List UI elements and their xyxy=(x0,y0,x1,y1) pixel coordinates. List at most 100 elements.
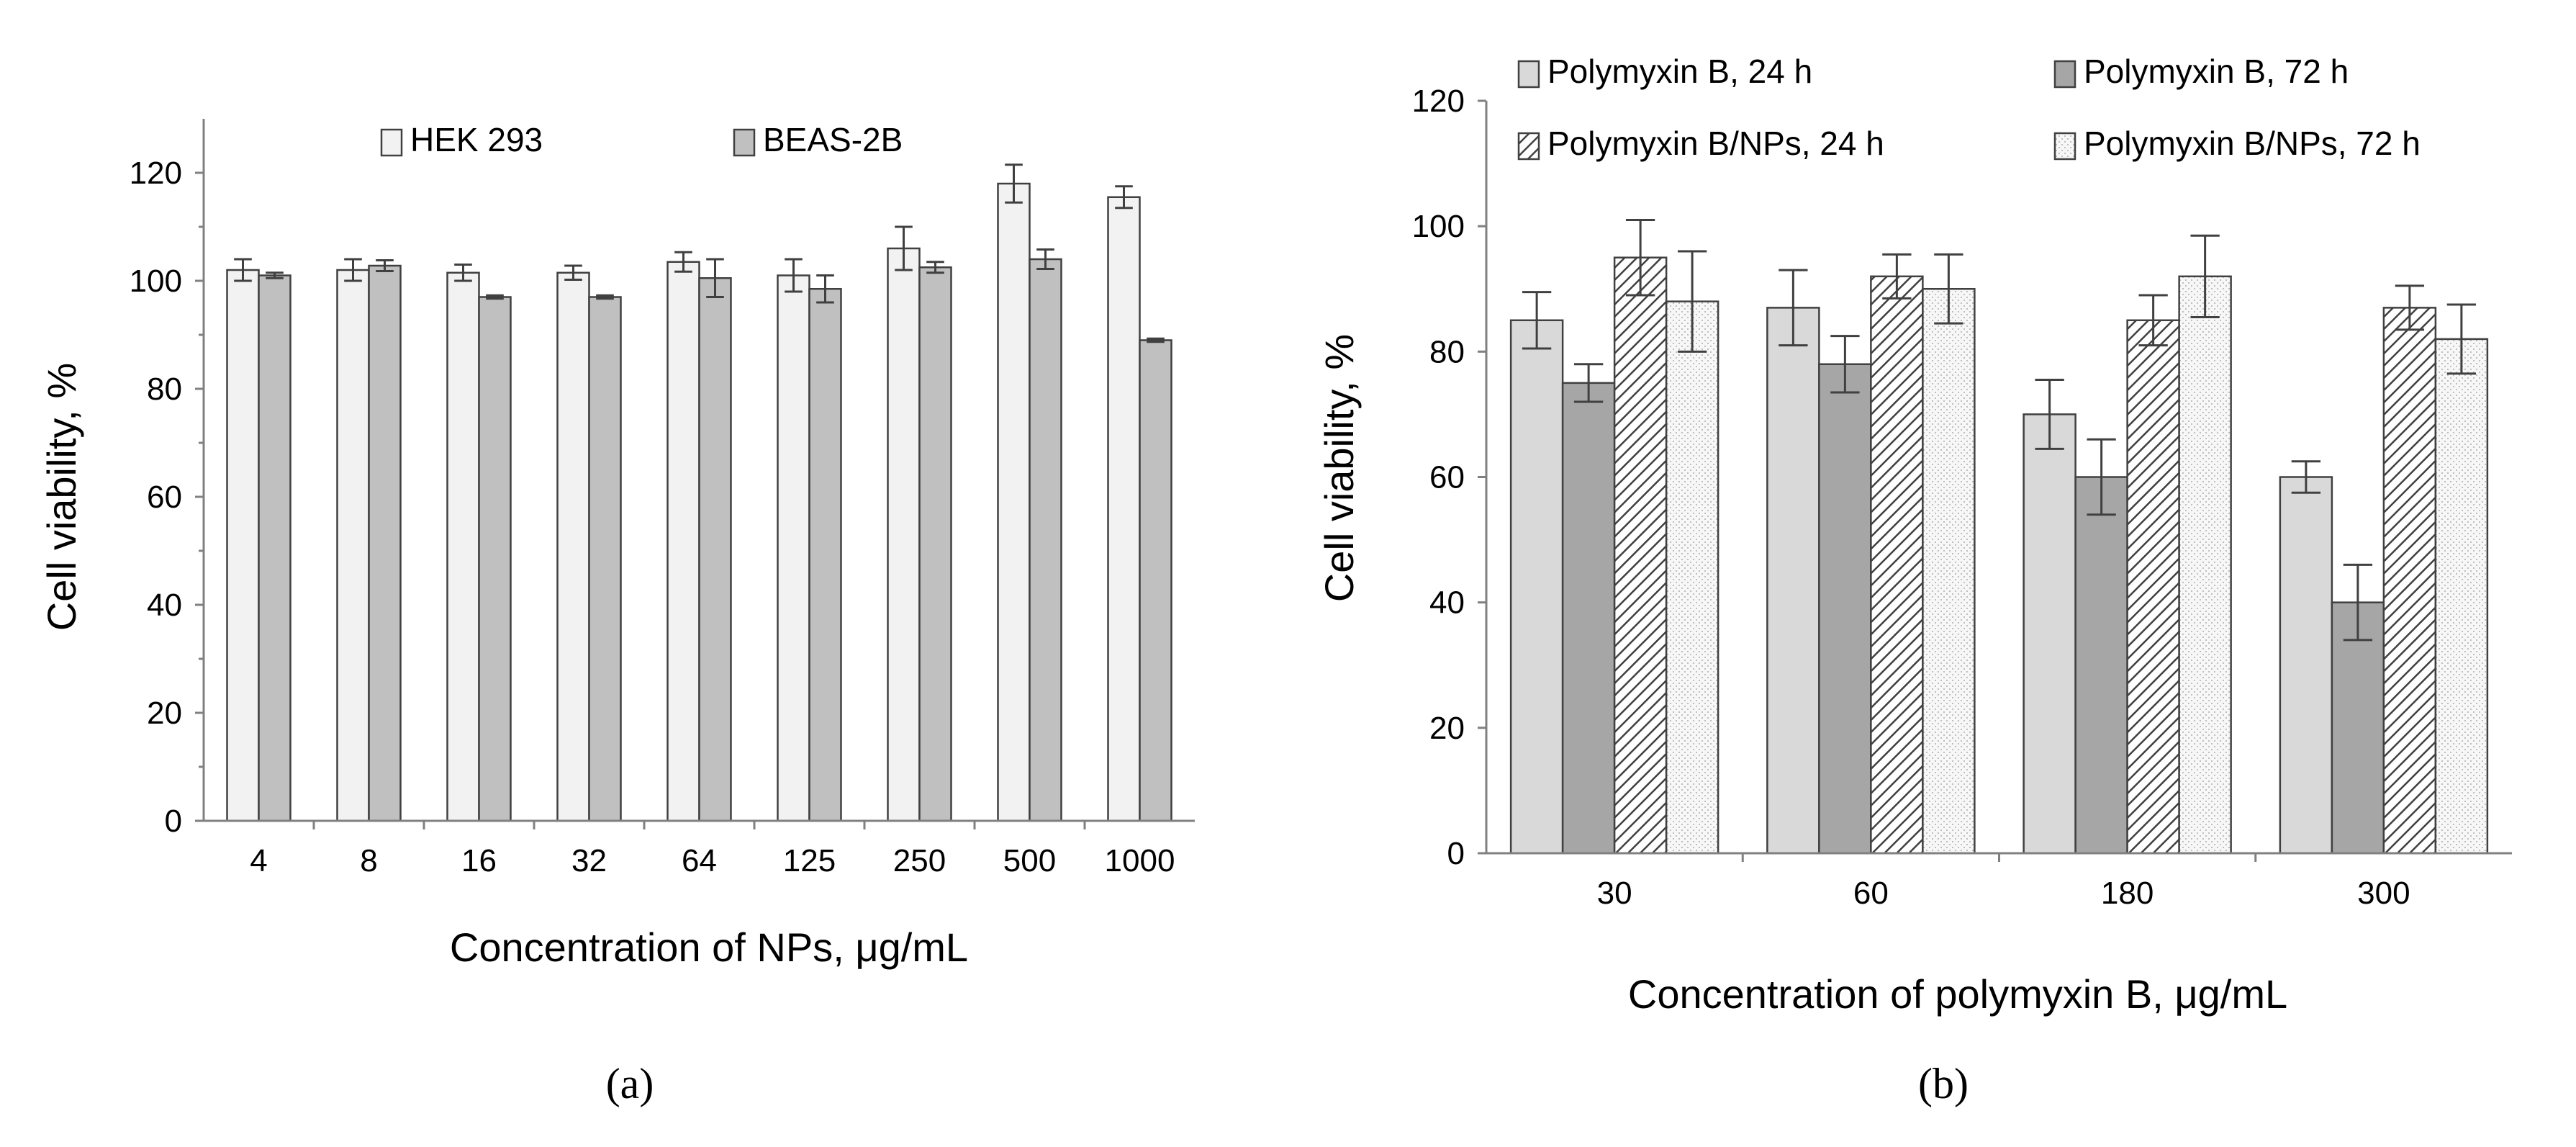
panel-b-bar-polymyxin-b-nps-24-h-300 xyxy=(2382,307,2437,855)
panel-b-y-tick-label: 100 xyxy=(1412,209,1465,244)
panel-b-chart: 0 20 40 60 80 100 120 30 60 180 300 Polymyxin B, 2… xyxy=(1316,53,2512,1107)
panel-b-bar-polymyxin-b-72-h-30 xyxy=(1561,382,1616,855)
panel-a-y-tick-label: 80 xyxy=(147,372,182,407)
panel-a-bars xyxy=(226,163,1172,822)
panel-a-x-tick-label: 32 xyxy=(571,843,607,878)
panel-a-error-bar xyxy=(234,258,252,282)
panel-a-bar-hek-293-32 xyxy=(556,271,590,822)
panel-a-error-bar xyxy=(706,258,724,298)
panel-a-error-bar xyxy=(1005,163,1023,204)
panel-a-x-tick-label: 1000 xyxy=(1105,843,1175,878)
panel-b-y-tick-label: 40 xyxy=(1429,585,1465,621)
panel-b-error-bar xyxy=(1882,253,1912,300)
panel-b-error-bar xyxy=(1934,253,1963,325)
panel-a-legend-item: HEK 293 xyxy=(380,121,543,158)
panel-b-legend-swatch xyxy=(2053,60,2076,89)
panel-b-bar-polymyxin-b-nps-72-h-180 xyxy=(2178,275,2232,855)
panel-b-error-bar xyxy=(1522,291,1552,350)
panel-b-legend-item: Polymyxin B/NPs, 72 h xyxy=(2053,125,2421,162)
panel-b-bar-polymyxin-b-24-h-180 xyxy=(2023,413,2076,855)
panel-b-legend-swatch xyxy=(1517,60,1540,89)
panel-a-error-bar xyxy=(266,271,284,279)
panel-a-x-tick-label: 8 xyxy=(360,843,377,878)
panel-b-bar-polymyxin-b-nps-72-h-300 xyxy=(2434,338,2489,855)
panel-a-y-tick-label: 60 xyxy=(147,480,182,515)
panel-a-y-tick-label: 40 xyxy=(147,588,182,623)
panel-a-bar-beas-2b-32 xyxy=(588,296,622,822)
panel-a-error-bar xyxy=(376,259,394,272)
panel-b-x-tick-label: 60 xyxy=(1853,876,1889,911)
panel-a-legend-swatch xyxy=(380,128,403,157)
panel-b-error-bar xyxy=(1573,363,1604,403)
panel-a-bar-beas-2b-250 xyxy=(918,266,952,822)
panel-b-error-bar xyxy=(1779,269,1808,347)
panel-b-legend-label: Polymyxin B, 72 h xyxy=(2084,53,2349,90)
panel-b-bars xyxy=(1509,218,2489,855)
panel-a-chart: 0 20 40 60 80 100 120 4 8 16 32 64 125 250 500 1000 HEK… xyxy=(39,119,1195,1107)
panel-b-y-tick-label: 80 xyxy=(1429,334,1465,369)
panel-a-x-tick-label: 64 xyxy=(682,843,717,878)
panel-a-y-tick-label: 20 xyxy=(147,696,182,731)
panel-a-error-bar xyxy=(1115,185,1133,210)
panel-b-legend: Polymyxin B, 24 h Polymyxin B, 72 h Polymy… xyxy=(1517,53,2421,162)
panel-b-error-bar xyxy=(2035,379,2064,450)
panel-a-error-bar xyxy=(926,261,944,274)
panel-a-bar-hek-293-4 xyxy=(226,269,260,822)
panel-a-bar-beas-2b-1000 xyxy=(1139,339,1172,822)
panel-a-bar-hek-293-250 xyxy=(887,247,921,822)
panel-b-legend-swatch xyxy=(2053,132,2076,161)
panel-b-y-tick-label: 120 xyxy=(1412,84,1465,119)
panel-a-legend: HEK 293 BEAS-2B xyxy=(380,121,903,158)
panel-a-bar-beas-2b-64 xyxy=(698,277,732,822)
panel-a-y-tick-label: 0 xyxy=(165,804,182,839)
panel-b-error-bar xyxy=(2087,438,2116,516)
panel-b-bar-polymyxin-b-nps-24-h-180 xyxy=(2126,319,2180,855)
panel-a-bar-hek-293-500 xyxy=(997,182,1031,822)
panel-b-legend-label: Polymyxin B/NPs, 72 h xyxy=(2084,125,2421,162)
panel-a-y-axis-title: Cell viability, % xyxy=(39,363,84,631)
panel-b-bar-polymyxin-b-nps-24-h-30 xyxy=(1613,256,1668,855)
panel-a-bar-beas-2b-125 xyxy=(808,288,842,822)
panel-a-x-tick-label: 16 xyxy=(461,843,497,878)
panel-a-y-tick-label: 120 xyxy=(130,156,182,191)
panel-b-error-bar xyxy=(1625,218,1655,297)
panel-a-legend-label: BEAS-2B xyxy=(763,121,903,158)
panel-a-y-tick-label: 100 xyxy=(130,264,182,299)
panel-b-x-tick-label: 180 xyxy=(2101,876,2154,911)
panel-b-bar-polymyxin-b-72-h-60 xyxy=(1818,363,1872,855)
panel-a-label: (a) xyxy=(606,1060,654,1107)
panel-a-error-bar xyxy=(1147,337,1165,343)
panel-a-bar-hek-293-125 xyxy=(777,274,810,822)
panel-a-bar-hek-293-64 xyxy=(666,261,700,822)
panel-b-error-bar xyxy=(2190,234,2220,318)
panel-b-bar-polymyxin-b-24-h-30 xyxy=(1509,319,1564,855)
panel-b-error-bar xyxy=(1677,250,1707,353)
panel-b-error-bar xyxy=(1830,335,1860,394)
panel-b-legend-item: Polymyxin B/NPs, 24 h xyxy=(1517,125,1884,162)
panel-a-error-bar xyxy=(564,264,582,281)
panel-a-error-bar xyxy=(454,264,472,282)
panel-b-legend-item: Polymyxin B, 72 h xyxy=(2053,53,2349,90)
panel-b-bar-polymyxin-b-nps-72-h-60 xyxy=(1922,288,1976,855)
panel-a-error-bar xyxy=(344,258,362,282)
panel-a-x-tick-label: 4 xyxy=(250,843,267,878)
panel-b-bar-polymyxin-b-nps-72-h-30 xyxy=(1665,300,1719,855)
panel-a-bar-hek-293-1000 xyxy=(1107,196,1141,822)
panel-b-legend-label: Polymyxin B, 24 h xyxy=(1547,53,1812,90)
panel-b-x-tick-label: 300 xyxy=(2357,876,2410,911)
panel-b-error-bar xyxy=(2395,284,2425,331)
panel-a-bar-hek-293-16 xyxy=(446,271,480,822)
panel-a-bar-beas-2b-500 xyxy=(1029,258,1062,822)
panel-a-bar-hek-293-8 xyxy=(336,269,370,822)
panel-a-error-bar xyxy=(895,225,913,271)
panel-a-legend-swatch xyxy=(733,128,756,157)
panel-b-error-bar xyxy=(2291,460,2321,494)
panel-a-error-bar xyxy=(785,258,803,293)
panel-a-error-bar xyxy=(674,251,692,273)
panel-a-error-bar xyxy=(486,294,504,300)
panel-b-y-tick-label: 60 xyxy=(1429,460,1465,495)
panel-b-bar-polymyxin-b-72-h-180 xyxy=(2074,476,2128,855)
panel-b-x-axis-title: Concentration of polymyxin B, μg/mL xyxy=(1628,971,2287,1017)
panel-b-legend-label: Polymyxin B/NPs, 24 h xyxy=(1547,125,1884,162)
